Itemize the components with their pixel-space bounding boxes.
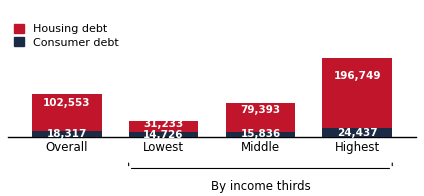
Bar: [32, 94, 101, 131]
Text: 14,726: 14,726: [143, 130, 184, 140]
Text: 196,749: 196,749: [334, 71, 381, 81]
Legend: Housing debt, Consumer debt: Housing debt, Consumer debt: [14, 24, 119, 48]
Bar: [226, 103, 296, 132]
Bar: [32, 131, 101, 137]
Text: 31,233: 31,233: [143, 119, 184, 129]
Text: 24,437: 24,437: [337, 128, 378, 138]
Text: 15,836: 15,836: [240, 129, 281, 139]
Text: 102,553: 102,553: [43, 98, 90, 108]
Bar: [128, 121, 198, 132]
Bar: [323, 128, 392, 137]
Bar: [128, 132, 198, 137]
Text: 18,317: 18,317: [47, 129, 87, 139]
Bar: [323, 58, 392, 128]
Text: By income thirds: By income thirds: [211, 180, 310, 193]
Bar: [226, 132, 296, 137]
Text: 79,393: 79,393: [240, 105, 281, 115]
